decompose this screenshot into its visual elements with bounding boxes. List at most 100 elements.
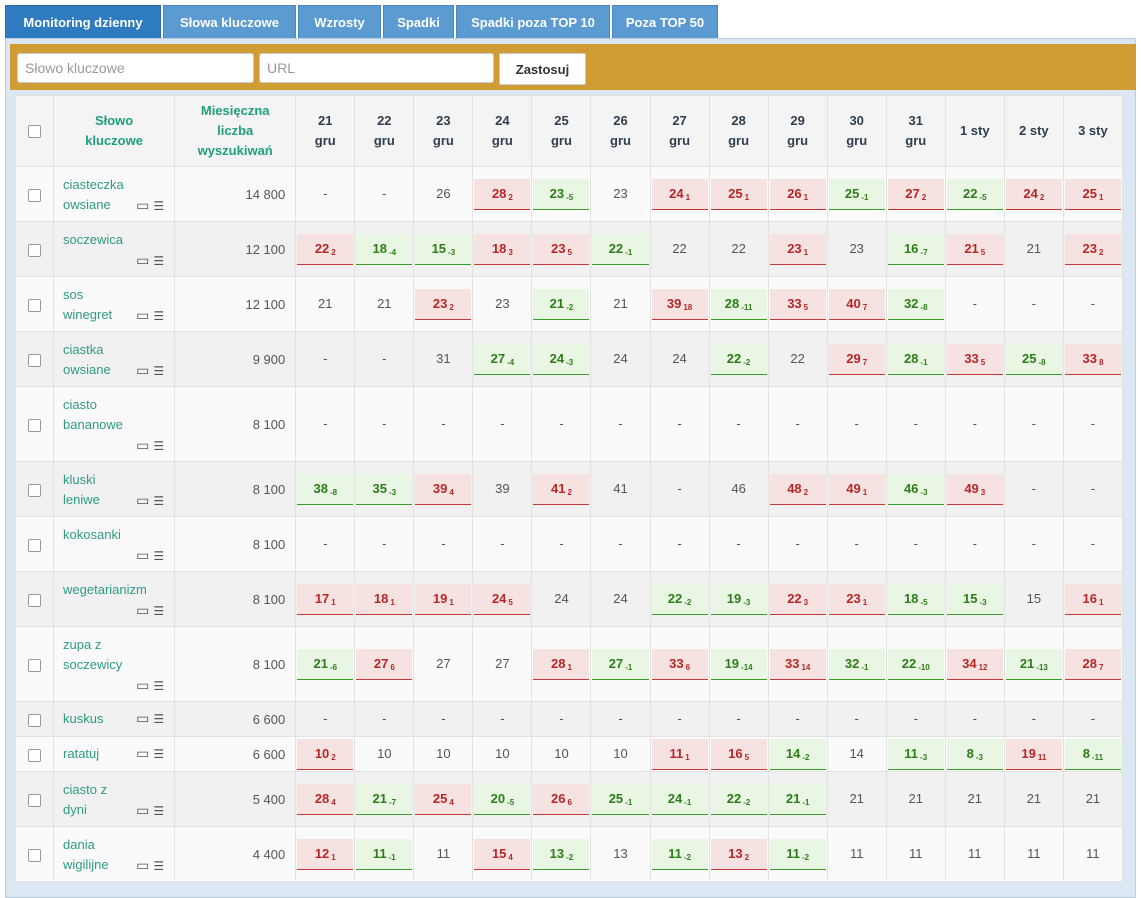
position-number: 21 bbox=[785, 790, 801, 806]
desktop-icon[interactable]: ▭ bbox=[136, 197, 150, 213]
position-number: 35 bbox=[372, 480, 387, 496]
position-change: 2 bbox=[921, 192, 927, 202]
header-volume[interactable]: Miesięczna liczba wyszukiwań bbox=[174, 95, 297, 167]
position-number: 23 bbox=[551, 240, 566, 256]
desktop-icon[interactable]: ▭ bbox=[136, 252, 150, 268]
row-checkbox[interactable] bbox=[28, 243, 42, 257]
tab-spadki[interactable]: Spadki bbox=[383, 5, 454, 38]
list-icon[interactable]: ☰ bbox=[153, 199, 165, 213]
search-volume-cell: 8 100 bbox=[174, 461, 297, 517]
desktop-icon[interactable]: ▭ bbox=[136, 307, 150, 323]
desktop-icon[interactable]: ▭ bbox=[136, 745, 150, 761]
keyword-link[interactable]: kokosanki bbox=[63, 527, 121, 542]
position-cell: 29 7 bbox=[826, 331, 887, 387]
tab-wzrosty[interactable]: Wzrosty bbox=[298, 5, 381, 38]
position-value: 20 -5 bbox=[474, 783, 531, 815]
list-icon[interactable]: ☰ bbox=[153, 364, 165, 378]
position-cell: 28 -11 bbox=[708, 276, 769, 332]
position-value: 11 bbox=[888, 839, 944, 869]
position-number: - bbox=[795, 711, 800, 726]
position-number: 22 bbox=[787, 590, 802, 606]
keyword-link[interactable]: kuskus bbox=[63, 711, 104, 726]
select-all-cell bbox=[14, 95, 55, 167]
list-icon[interactable]: ☰ bbox=[153, 604, 165, 618]
tab-poza-top50[interactable]: Poza TOP 50 bbox=[612, 5, 718, 38]
tab-monitoring-dzienny[interactable]: Monitoring dzienny bbox=[5, 5, 161, 38]
tab-slowa-kluczowe[interactable]: Słowa kluczowe bbox=[163, 5, 296, 38]
position-value: - bbox=[297, 179, 353, 209]
url-filter-input[interactable] bbox=[259, 53, 494, 83]
position-cell: - bbox=[413, 701, 474, 737]
keyword-cell: zupa z soczewicy ▭ ☰ bbox=[53, 626, 176, 702]
apply-button[interactable]: Zastosuj bbox=[499, 53, 586, 85]
list-icon[interactable]: ☰ bbox=[153, 549, 165, 563]
desktop-icon[interactable]: ▭ bbox=[136, 437, 150, 453]
list-icon[interactable]: ☰ bbox=[153, 804, 165, 818]
row-checkbox[interactable] bbox=[28, 298, 42, 312]
desktop-icon[interactable]: ▭ bbox=[136, 802, 150, 818]
desktop-icon[interactable]: ▭ bbox=[136, 710, 150, 726]
header-keyword[interactable]: Słowo kluczowe bbox=[53, 95, 176, 167]
position-cell: 18 1 bbox=[354, 571, 415, 627]
position-number: - bbox=[1031, 536, 1036, 551]
desktop-icon[interactable]: ▭ bbox=[136, 677, 150, 693]
position-cell: 22 bbox=[767, 331, 828, 387]
row-checkbox[interactable] bbox=[28, 593, 42, 607]
position-change: -2 bbox=[566, 852, 574, 862]
desktop-icon[interactable]: ▭ bbox=[136, 492, 150, 508]
row-checkbox[interactable] bbox=[28, 188, 42, 202]
row-checkbox[interactable] bbox=[28, 848, 42, 862]
keyword-link[interactable]: sos winegret bbox=[63, 287, 113, 322]
list-icon[interactable]: ☰ bbox=[153, 859, 165, 873]
tab-bar: Monitoring dzienny Słowa kluczowe Wzrost… bbox=[0, 0, 1141, 38]
desktop-icon[interactable]: ▭ bbox=[136, 857, 150, 873]
list-icon[interactable]: ☰ bbox=[153, 439, 165, 453]
position-number: 24 bbox=[672, 351, 687, 366]
position-change: -6 bbox=[329, 662, 338, 672]
position-cell: - bbox=[708, 516, 769, 572]
position-change: -14 bbox=[741, 662, 753, 672]
keyword-link[interactable]: kluski leniwe bbox=[63, 472, 100, 507]
position-value: 11 bbox=[1065, 839, 1121, 869]
row-checkbox[interactable] bbox=[28, 483, 42, 497]
list-icon[interactable]: ☰ bbox=[153, 747, 165, 761]
position-change: 6 bbox=[390, 662, 395, 672]
position-value: 10 bbox=[356, 739, 412, 769]
keyword-link[interactable]: ciasto bananowe bbox=[63, 397, 124, 432]
desktop-icon[interactable]: ▭ bbox=[136, 362, 150, 378]
keyword-link[interactable]: ciasto z dyni bbox=[63, 782, 108, 817]
position-number: - bbox=[441, 416, 446, 431]
keyword-link[interactable]: dania wigilijne bbox=[63, 837, 109, 872]
position-value: 27 2 bbox=[887, 178, 944, 210]
keyword-link[interactable]: ciasteczka owsiane bbox=[63, 177, 124, 212]
list-icon[interactable]: ☰ bbox=[153, 309, 165, 323]
row-checkbox[interactable] bbox=[28, 418, 42, 432]
row-checkbox[interactable] bbox=[28, 713, 42, 727]
keyword-link[interactable]: wegetarianizm bbox=[63, 582, 147, 597]
position-cell: 11 -1 bbox=[354, 826, 415, 882]
keyword-link[interactable]: zupa z soczewicy bbox=[63, 637, 123, 672]
position-number: 21 bbox=[1085, 791, 1101, 806]
list-icon[interactable]: ☰ bbox=[153, 494, 165, 508]
row-checkbox[interactable] bbox=[28, 353, 42, 367]
list-icon[interactable]: ☰ bbox=[153, 712, 165, 726]
position-value: - bbox=[592, 529, 648, 559]
row-checkbox[interactable] bbox=[28, 658, 42, 672]
tab-spadki-poza-top10[interactable]: Spadki poza TOP 10 bbox=[456, 5, 610, 38]
row-checkbox[interactable] bbox=[28, 793, 42, 807]
desktop-icon[interactable]: ▭ bbox=[136, 547, 150, 563]
list-icon[interactable]: ☰ bbox=[153, 254, 165, 268]
position-change: 1 bbox=[685, 192, 691, 202]
position-cell: 14 bbox=[826, 736, 887, 772]
keyword-link[interactable]: ratatuj bbox=[63, 746, 100, 761]
keyword-filter-input[interactable] bbox=[17, 53, 254, 83]
position-value: 19 -14 bbox=[710, 648, 767, 680]
desktop-icon[interactable]: ▭ bbox=[136, 602, 150, 618]
list-icon[interactable]: ☰ bbox=[153, 679, 165, 693]
keyword-link[interactable]: ciastka owsiane bbox=[63, 342, 111, 377]
header-date: 24 gru bbox=[472, 95, 533, 167]
row-checkbox[interactable] bbox=[28, 748, 42, 762]
row-checkbox[interactable] bbox=[28, 538, 42, 552]
select-all-checkbox[interactable] bbox=[28, 125, 42, 139]
keyword-link[interactable]: soczewica bbox=[63, 232, 123, 247]
